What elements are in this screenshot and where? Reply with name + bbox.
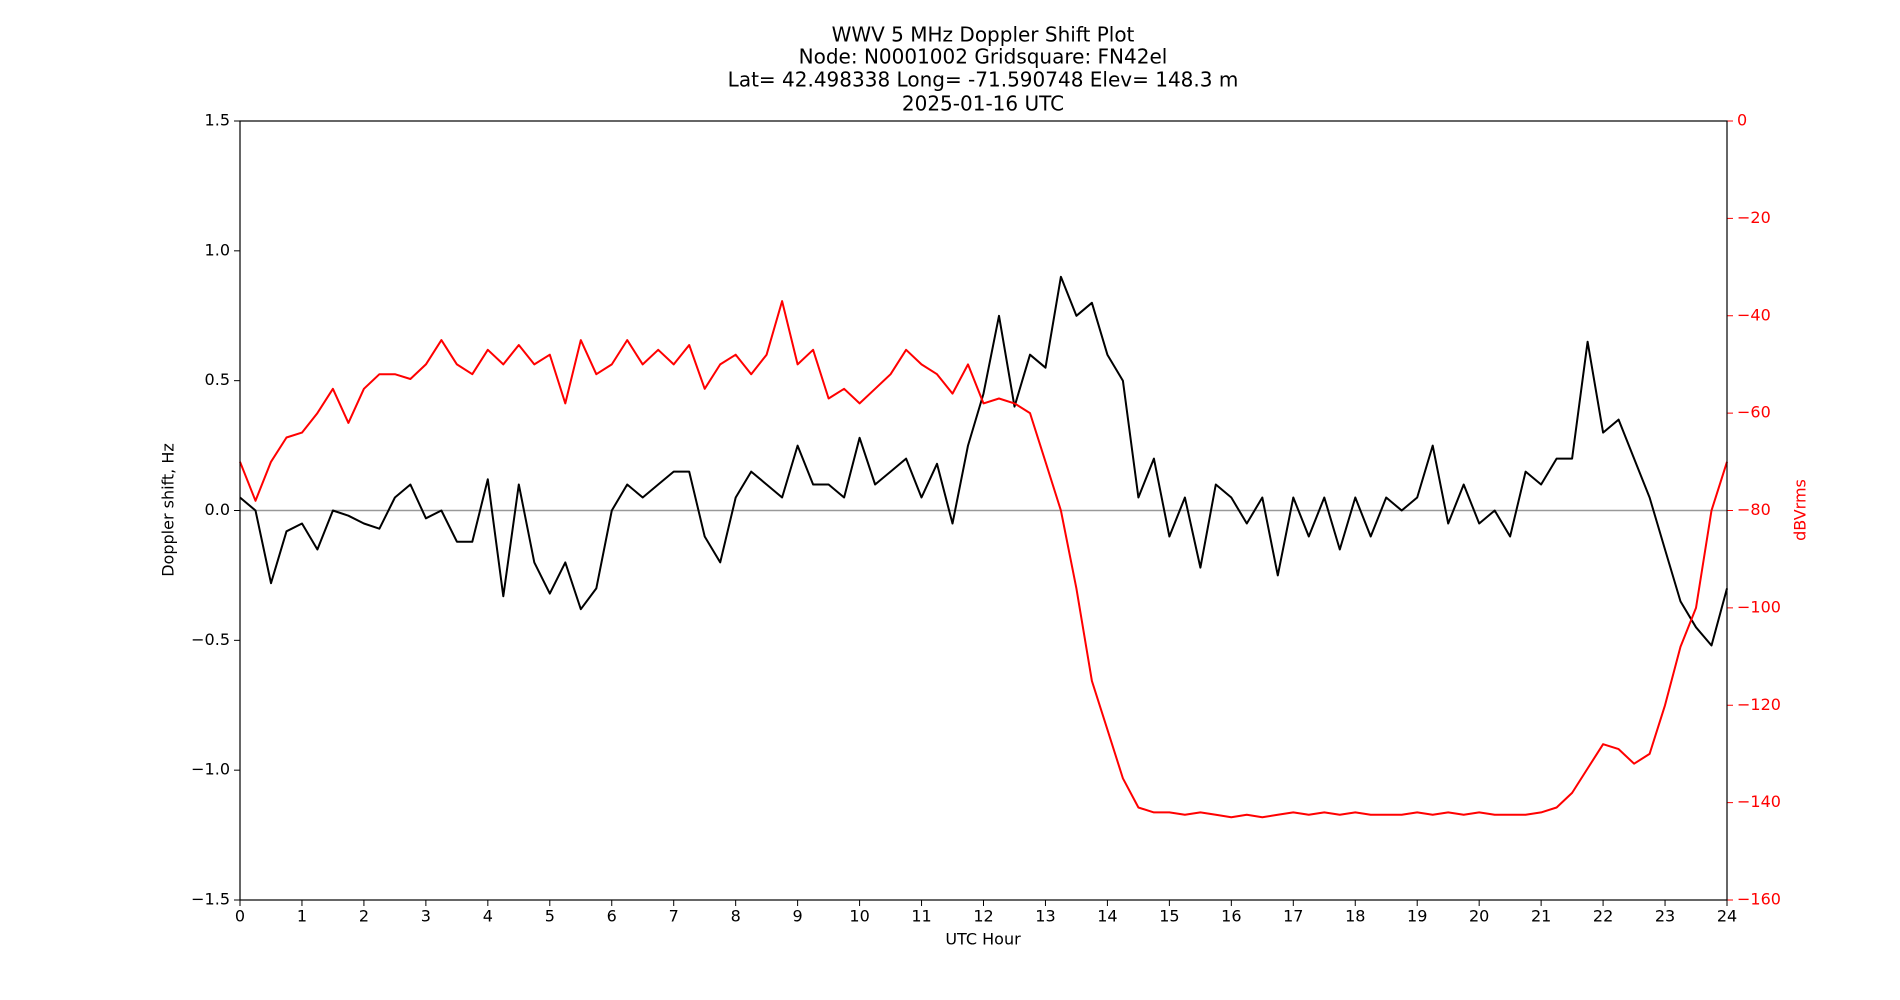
- x-tick-label: 2: [359, 907, 369, 926]
- x-tick-label: 8: [731, 907, 741, 926]
- x-tick-label: 21: [1531, 907, 1551, 926]
- x-axis-label: UTC Hour: [945, 930, 1021, 949]
- data-line: [239, 300, 1728, 819]
- y2-tick-label: −60: [1737, 403, 1771, 422]
- y2-tick-label: −40: [1737, 305, 1771, 324]
- y2-tick-label: −100: [1737, 597, 1781, 616]
- x-tick-label: 5: [545, 907, 555, 926]
- x-tick-label: 19: [1407, 907, 1427, 926]
- x-tick-label: 16: [1221, 907, 1241, 926]
- data-line: [239, 275, 1728, 647]
- y-tick-label: 0.0: [205, 500, 230, 519]
- x-tick-label: 4: [483, 907, 493, 926]
- x-tick-label: 12: [973, 907, 993, 926]
- y-tick-label: 0.5: [205, 370, 230, 389]
- x-tick-label: 23: [1655, 907, 1675, 926]
- x-tick-label: 13: [1035, 907, 1055, 926]
- x-tick-label: 17: [1283, 907, 1303, 926]
- x-tick-label: 22: [1593, 907, 1613, 926]
- x-tick-label: 3: [421, 907, 431, 926]
- y2-tick-label: −140: [1737, 792, 1781, 811]
- x-tick-label: 0: [235, 907, 245, 926]
- y2-tick-label: 0: [1737, 111, 1747, 130]
- x-tick-label: 9: [793, 907, 803, 926]
- chart-title: 2025-01-16 UTC: [902, 92, 1064, 116]
- x-tick-label: 7: [669, 907, 679, 926]
- y-tick-label: −1.0: [191, 760, 230, 779]
- y2-tick-label: −120: [1737, 695, 1781, 714]
- chart-title: Node: N0001002 Gridsquare: FN42el: [799, 45, 1168, 69]
- x-tick-label: 20: [1469, 907, 1489, 926]
- x-tick-label: 18: [1345, 907, 1365, 926]
- y-tick-label: −1.5: [191, 890, 230, 909]
- y2-tick-label: −80: [1737, 500, 1771, 519]
- x-tick-label: 1: [297, 907, 307, 926]
- chart-title: Lat= 42.498338 Long= -71.590748 Elev= 14…: [728, 68, 1239, 92]
- plot-frame: [239, 120, 1728, 901]
- y-tick-label: −0.5: [191, 630, 230, 649]
- y-tick-label: 1.0: [205, 240, 230, 259]
- y-tick-label: 1.5: [205, 111, 230, 130]
- x-tick-label: 11: [911, 907, 931, 926]
- y2-tick-label: −20: [1737, 208, 1771, 227]
- y2-axis-label: dBVrms: [1791, 479, 1810, 541]
- chart-title: WWV 5 MHz Doppler Shift Plot: [832, 23, 1135, 47]
- y2-tick-label: −160: [1737, 890, 1781, 909]
- x-tick-label: 10: [849, 907, 869, 926]
- x-tick-label: 14: [1097, 907, 1117, 926]
- x-tick-label: 6: [607, 907, 617, 926]
- x-tick-label: 24: [1717, 907, 1737, 926]
- x-tick-label: 15: [1159, 907, 1179, 926]
- y-axis-label: Doppler shift, Hz: [159, 443, 178, 577]
